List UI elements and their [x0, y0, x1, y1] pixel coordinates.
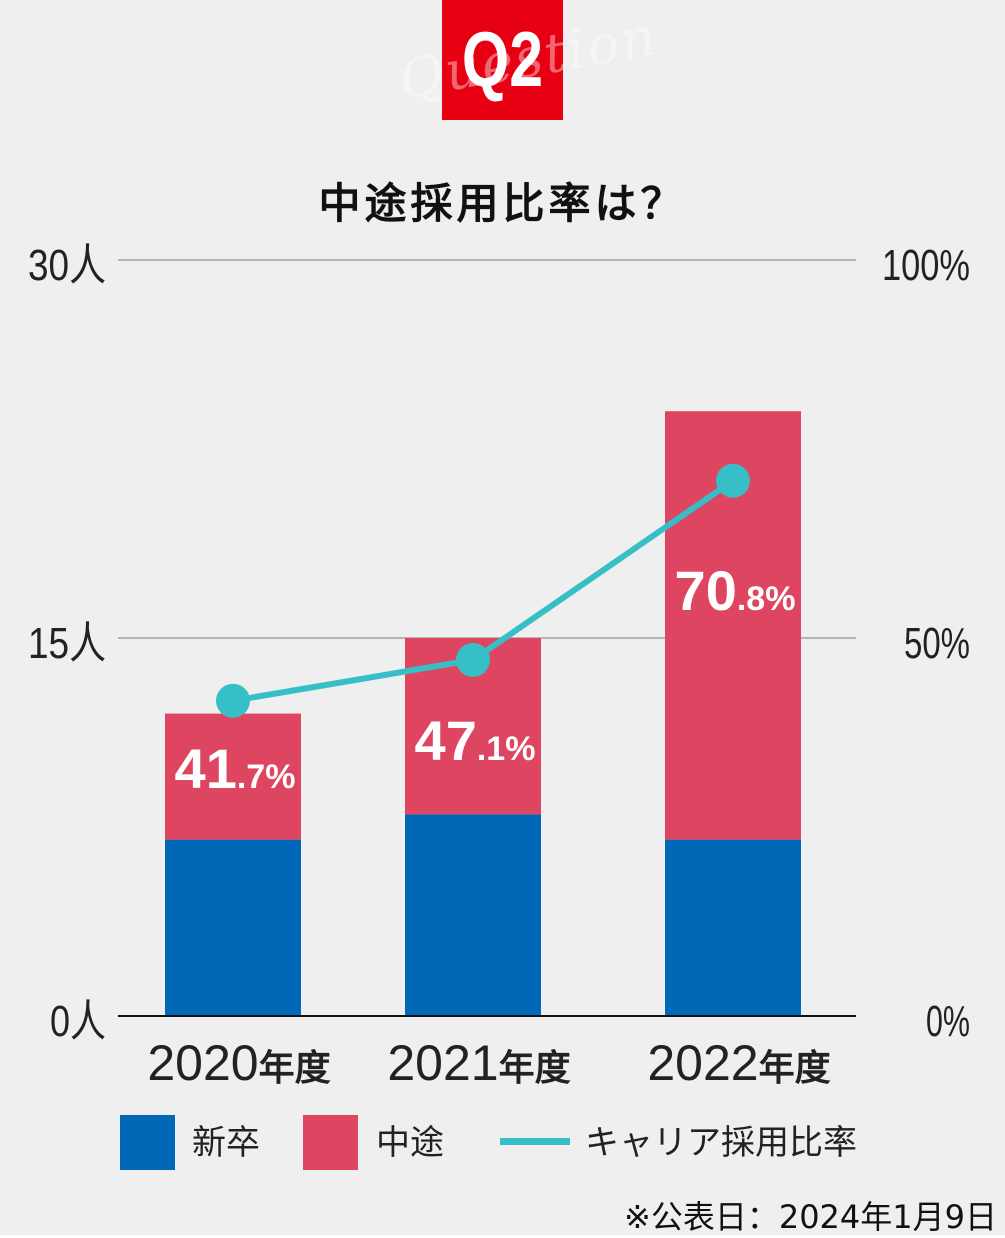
- y-left-tick-label: 15人: [28, 619, 106, 668]
- bar-shinsotsu: [665, 839, 801, 1016]
- y-right-tick-label: 0%: [926, 997, 970, 1046]
- legend-swatch-career-rate: [500, 1138, 570, 1145]
- x-tick-label: 2021年度: [387, 1035, 570, 1091]
- y-right-tick-label: 100%: [882, 241, 970, 290]
- series-point-career-rate: [716, 463, 750, 498]
- question-badge: [442, 0, 563, 120]
- x-tick-label: 2022年度: [647, 1035, 830, 1091]
- x-tick-label: 2020年度: [147, 1035, 330, 1091]
- chart-title: 中途採用比率は？: [318, 179, 687, 228]
- series-point-career-rate: [216, 683, 250, 718]
- legend-label-career-rate: キャリア採用比率: [585, 1123, 857, 1163]
- legend-label-shinsotsu: 新卒: [192, 1123, 260, 1163]
- legend-swatch-chuto: [303, 1115, 358, 1170]
- rate-data-label: 70.8%: [675, 559, 796, 622]
- y-right-tick-label: 50%: [904, 619, 970, 668]
- legend-label-chuto: 中途: [376, 1123, 444, 1163]
- bar-shinsotsu: [165, 839, 301, 1016]
- question-number: Q2: [461, 15, 544, 103]
- series-point-career-rate: [456, 642, 490, 677]
- rate-data-label: 41.7%: [175, 737, 296, 800]
- bar-chuto: [165, 713, 301, 840]
- y-left-tick-label: 0人: [50, 997, 106, 1046]
- y-left-tick-label: 30人: [28, 241, 106, 290]
- bar-shinsotsu: [405, 814, 541, 1016]
- footnote-published-date: ※公表日：2024年1月9日: [624, 1198, 997, 1236]
- rate-data-label: 47.1%: [415, 709, 536, 772]
- legend-swatch-shinsotsu: [120, 1115, 175, 1170]
